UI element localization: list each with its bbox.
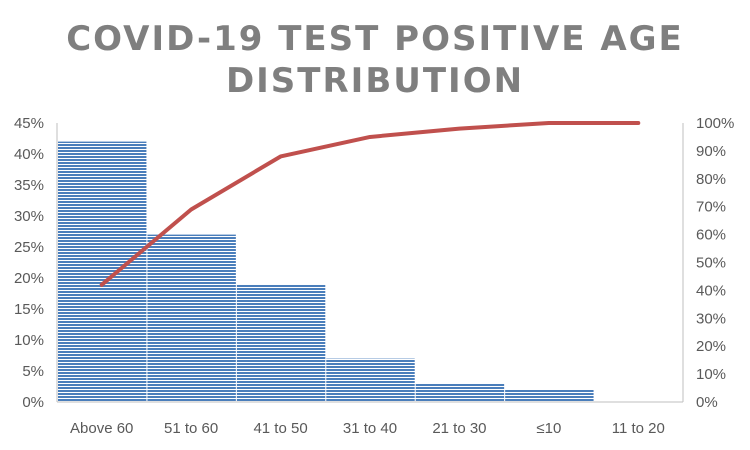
x-axis-category-label: 31 to 40 bbox=[343, 420, 397, 437]
right-axis-tick-label: 50% bbox=[696, 255, 726, 272]
left-axis-tick-label: 30% bbox=[14, 208, 44, 225]
left-axis-tick-label: 45% bbox=[14, 115, 44, 132]
left-axis-tick-label: 5% bbox=[22, 363, 44, 380]
left-axis-tick-label: 0% bbox=[22, 394, 44, 411]
left-axis-tick-label: 10% bbox=[14, 332, 44, 349]
right-axis-tick-label: 90% bbox=[696, 143, 726, 160]
x-axis-category-label: 41 to 50 bbox=[253, 420, 307, 437]
left-axis-tick-label: 15% bbox=[14, 301, 44, 318]
bar bbox=[58, 141, 147, 402]
x-axis-category-label: 11 to 20 bbox=[612, 420, 665, 437]
bar bbox=[415, 383, 505, 402]
right-axis-tick-label: 100% bbox=[696, 115, 734, 132]
x-axis-category-label: ≤10 bbox=[536, 420, 561, 437]
bar bbox=[236, 284, 326, 402]
left-axis-tick-label: 40% bbox=[14, 146, 44, 163]
bar bbox=[505, 389, 594, 402]
left-axis-tick-label: 35% bbox=[14, 177, 44, 194]
right-axis-tick-label: 10% bbox=[696, 366, 726, 383]
x-axis-category-label: 51 to 60 bbox=[164, 420, 218, 437]
right-axis-tick-label: 70% bbox=[696, 199, 726, 216]
right-axis-tick-label: 20% bbox=[696, 338, 726, 355]
bar bbox=[326, 358, 415, 402]
x-axis-category-label: 21 to 30 bbox=[432, 420, 486, 437]
x-axis-ticks: Above 60 51 to 60 41 to 50 31 to 40 21 to 30… bbox=[70, 420, 665, 437]
chart-title-line-1: COVID-19 TEST POSITIVE AGE bbox=[66, 19, 684, 59]
right-axis-tick-label: 60% bbox=[696, 227, 726, 244]
chart-title-line-2: DISTRIBUTION bbox=[226, 61, 524, 101]
axes bbox=[56, 123, 684, 403]
right-axis-ticks: 0% 10% 20% 30% 40% 50% 60% 70% 80% 90% 100% bbox=[696, 115, 734, 411]
x-axis-category-label: Above 60 bbox=[70, 420, 133, 437]
bar-series bbox=[58, 141, 594, 402]
left-axis-ticks: 0% 5% 10% 15% 20% 25% 30% 35% 40% 45% bbox=[14, 115, 44, 411]
left-axis-tick-label: 25% bbox=[14, 239, 44, 256]
right-axis-tick-label: 0% bbox=[696, 394, 718, 411]
right-axis-tick-label: 30% bbox=[696, 310, 726, 327]
left-axis-tick-label: 20% bbox=[14, 270, 44, 287]
cumulative-line bbox=[99, 121, 641, 287]
bar bbox=[147, 234, 236, 402]
cumulative-line-series bbox=[99, 121, 641, 287]
right-axis-tick-label: 40% bbox=[696, 282, 726, 299]
right-axis-tick-label: 80% bbox=[696, 171, 726, 188]
